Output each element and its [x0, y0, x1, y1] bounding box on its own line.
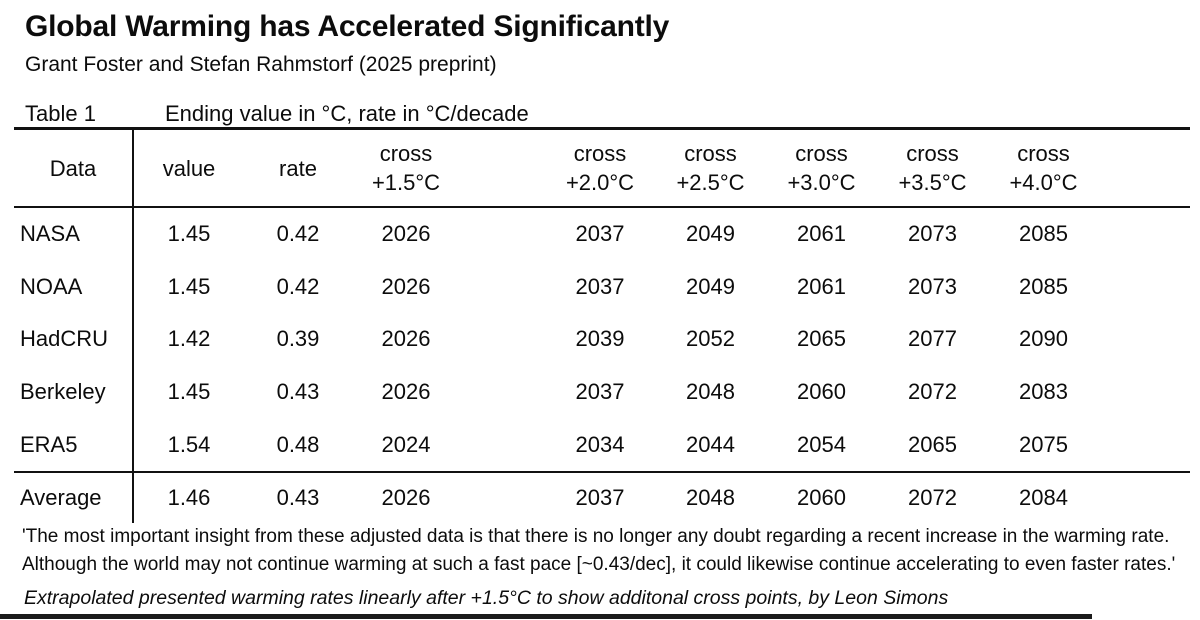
column-header-cross-4-0: cross +4.0°C: [988, 128, 1099, 208]
table-caption: Table 1 Ending value in °C, rate in °C/d…: [25, 101, 529, 127]
quote-line-2: Although the world may not continue warm…: [22, 554, 1176, 575]
cell: 2026: [381, 326, 431, 352]
row-label: Average: [14, 470, 134, 523]
quote-line-1: 'The most important insight from these a…: [22, 526, 1170, 547]
table-row-hadcru: HadCRU 1.42 0.39 2026 2039 2052 2065 207…: [14, 313, 1190, 366]
column-header-cross-2-0: cross +2.0°C: [545, 128, 655, 208]
table-row-berkeley: Berkeley 1.45 0.43 2026 2037 2048 2060 2…: [14, 365, 1190, 419]
cell: 1.45: [167, 379, 211, 405]
cell: 1.54: [167, 431, 211, 457]
row-label: NOAA: [14, 260, 134, 314]
cell: 2048: [686, 379, 735, 405]
cell: 2039: [575, 326, 625, 352]
cell: 2026: [381, 221, 431, 247]
spacer-cell: [460, 261, 545, 314]
cell: 0.42: [276, 221, 320, 247]
cell: 2075: [1019, 431, 1068, 457]
cell: 2065: [797, 326, 846, 352]
cell: 2061: [797, 221, 846, 247]
cell: 2037: [545, 470, 655, 523]
cell: 1.45: [167, 221, 211, 247]
cell: 2060: [797, 379, 846, 405]
cell: 0.42: [276, 273, 320, 299]
cell: 1.42: [167, 326, 211, 352]
cell: 2084: [988, 470, 1099, 523]
column-header-value: value: [133, 128, 244, 208]
header-row: Data value rate cross +1.5°C cross +2.0°…: [14, 128, 1190, 208]
cell: 2026: [381, 273, 431, 299]
row-label: Berkeley: [14, 365, 134, 419]
table-row-noaa: NOAA 1.45 0.42 2026 2037 2049 2061 2073 …: [14, 260, 1190, 314]
cell: 2054: [797, 431, 846, 457]
cell: 2026: [352, 470, 460, 523]
spacer-cell: [1099, 207, 1190, 261]
cell: 2037: [575, 221, 625, 247]
data-table: Data value rate cross +1.5°C cross +2.0°…: [14, 127, 1190, 523]
bottom-bar: [0, 614, 1092, 619]
cell: 1.45: [167, 273, 211, 299]
cell: 2090: [1019, 326, 1068, 352]
spacer-cell: [1099, 418, 1190, 472]
cell: 0.48: [276, 431, 320, 457]
row-label: HadCRU: [14, 313, 134, 366]
column-header-cross-3-0: cross +3.0°C: [766, 128, 877, 208]
cell: 2037: [575, 379, 625, 405]
spacer-cell: [1099, 470, 1190, 523]
cell: 2073: [908, 221, 957, 247]
cell: 2044: [686, 431, 735, 457]
cell: 2026: [381, 379, 431, 405]
quote-block: 'The most important insight from these a…: [22, 523, 1175, 579]
cell: 2061: [797, 273, 846, 299]
cell: 2073: [908, 273, 957, 299]
cell: 2049: [686, 221, 735, 247]
cell: 2077: [908, 326, 957, 352]
table-units: Ending value in °C, rate in °C/decade: [165, 101, 529, 126]
table-row-nasa: NASA 1.45 0.42 2026 2037 2049 2061 2073 …: [14, 207, 1190, 261]
cell: 2072: [908, 379, 957, 405]
spacer-cell: [460, 470, 545, 523]
column-header-rate: rate: [244, 128, 352, 208]
cell: 0.43: [276, 379, 320, 405]
cell: 1.46: [133, 470, 244, 523]
spacer-cell: [1099, 313, 1190, 366]
cell: 2085: [1019, 221, 1068, 247]
cell: 2049: [686, 273, 735, 299]
column-header-cross-1-5: cross +1.5°C: [352, 128, 460, 208]
column-header-cross-3-5: cross +3.5°C: [877, 128, 988, 208]
cell: 2037: [575, 273, 625, 299]
cell: 2085: [1019, 273, 1068, 299]
column-header-cross-2-5: cross +2.5°C: [655, 128, 766, 208]
cell: 0.39: [276, 326, 320, 352]
page-title: Global Warming has Accelerated Significa…: [25, 10, 670, 43]
column-header-data: Data: [14, 128, 134, 208]
cell: 0.43: [244, 470, 352, 523]
spacer-cell: [460, 418, 545, 472]
spacer-cell: [1099, 366, 1190, 419]
cell: 2072: [877, 470, 988, 523]
spacer-cell: [460, 366, 545, 419]
table-row-average: Average 1.46 0.43 2026 2037 2048 2060 20…: [14, 470, 1190, 523]
authors-line: Grant Foster and Stefan Rahmstorf (2025 …: [25, 53, 497, 76]
cell: 2048: [655, 470, 766, 523]
spacer-cell: [1099, 128, 1190, 208]
spacer-cell: [1099, 261, 1190, 314]
table-row-era5: ERA5 1.54 0.48 2024 2034 2044 2054 2065 …: [14, 418, 1190, 472]
cell: 2052: [686, 326, 735, 352]
row-label: NASA: [14, 207, 134, 261]
spacer-cell: [460, 313, 545, 366]
spacer-cell: [460, 128, 545, 208]
spacer-cell: [460, 207, 545, 261]
footnote: Extrapolated presented warming rates lin…: [24, 587, 949, 609]
cell: 2060: [766, 470, 877, 523]
cell: 2083: [1019, 379, 1068, 405]
cell: 2024: [381, 431, 431, 457]
cell: 2034: [575, 431, 625, 457]
table-label: Table 1: [25, 101, 96, 126]
row-label: ERA5: [14, 418, 134, 472]
cell: 2065: [908, 431, 957, 457]
